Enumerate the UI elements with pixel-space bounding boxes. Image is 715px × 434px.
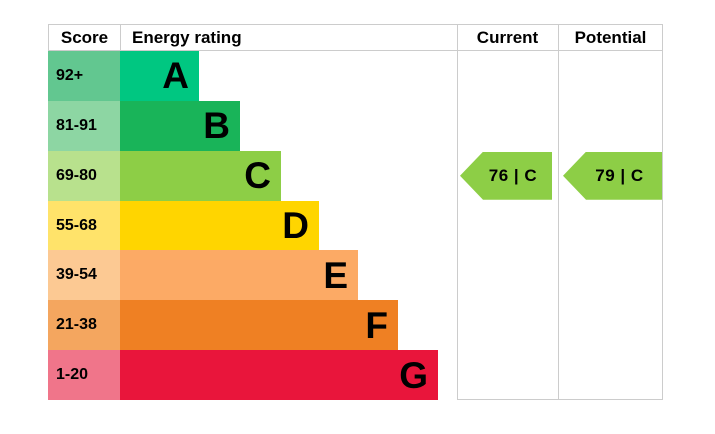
score-column-header: Score	[48, 25, 120, 50]
band-score-range: 81-91	[48, 100, 120, 151]
potential-column-header: Potential	[574, 28, 647, 47]
potential-rating-arrow: 79 | C	[563, 151, 662, 200]
band-score-range: 92+	[48, 51, 120, 101]
current-rating-label: 76 | C	[488, 165, 538, 185]
band-row: 1-20 G	[48, 350, 486, 401]
band-score-range: 1-20	[48, 350, 120, 401]
band-row: 55-68 D	[48, 200, 486, 251]
band-grade-letter: E	[323, 254, 348, 296]
band-grade-letter: C	[244, 155, 271, 197]
band-bar: G	[120, 350, 438, 401]
band-row: 21-38 F	[48, 300, 486, 351]
current-rating-arrow: 76 | C	[460, 151, 552, 200]
band-bar: F	[120, 300, 398, 351]
band-grade-letter: F	[365, 304, 388, 346]
energy-rating-column-header: Energy rating	[120, 25, 457, 50]
potential-column-left-border	[558, 24, 559, 400]
band-row: 39-54 E	[48, 250, 486, 301]
potential-rating-label: 79 | C	[595, 165, 644, 185]
band-row: 92+ A	[48, 51, 486, 101]
band-score-range: 55-68	[48, 200, 120, 251]
current-column-left-border	[457, 24, 458, 400]
band-grade-letter: A	[162, 55, 189, 97]
band-bar: B	[120, 100, 240, 151]
band-bar: D	[120, 200, 319, 251]
table-bottom-border	[457, 399, 663, 400]
band-row: 69-80 C	[48, 150, 486, 201]
chart-header-row: Score Energy rating Current Potential	[48, 24, 663, 51]
band-bar: A	[120, 51, 199, 101]
chart-area: Score Energy rating Current Potential 92…	[48, 24, 664, 401]
current-column-header: Current	[476, 28, 539, 47]
band-grade-letter: G	[399, 354, 428, 396]
band-row: 81-91 B	[48, 100, 486, 151]
band-grade-letter: B	[203, 105, 230, 147]
band-score-range: 21-38	[48, 300, 120, 351]
band-score-range: 39-54	[48, 250, 120, 301]
potential-column-right-border	[662, 24, 663, 400]
band-grade-letter: D	[282, 205, 309, 246]
band-score-range: 69-80	[48, 150, 120, 201]
band-bar: C	[120, 150, 281, 201]
band-rows: 92+ A 81-91 B 69-80 C 55-68 D 39-54 E 21…	[48, 51, 486, 401]
band-bar: E	[120, 250, 358, 301]
